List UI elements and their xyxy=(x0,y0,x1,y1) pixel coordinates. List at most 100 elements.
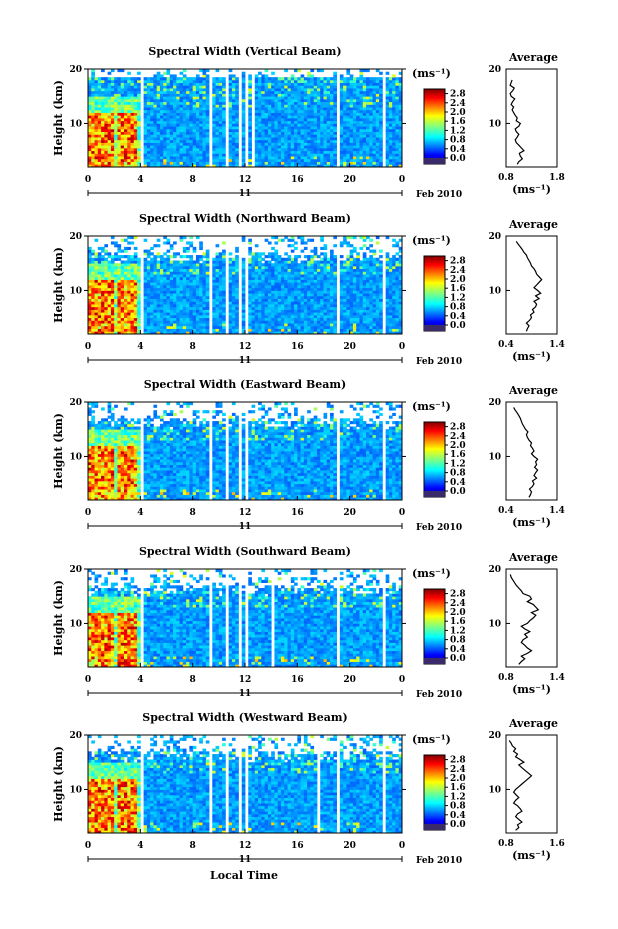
heatmap-cell xyxy=(284,128,288,133)
heatmap-cell xyxy=(137,314,141,319)
heatmap-cell xyxy=(300,82,305,86)
heatmap-cell xyxy=(320,115,324,119)
heatmap-cell xyxy=(222,128,226,133)
heatmap-cell xyxy=(199,101,203,105)
heatmap-cell xyxy=(97,301,102,305)
heatmap-cell xyxy=(117,88,122,92)
heatmap-cell xyxy=(169,287,174,291)
heatmap-cell xyxy=(199,257,203,261)
heatmap-cell xyxy=(104,139,109,143)
heatmap-cell xyxy=(163,331,167,335)
heatmap-cell xyxy=(339,120,344,124)
heatmap-cell xyxy=(127,257,131,261)
heatmap-cell xyxy=(297,282,301,286)
heatmap-cell xyxy=(287,145,292,149)
heatmap-cell xyxy=(192,290,197,294)
heatmap-cell xyxy=(235,90,239,94)
heatmap-cell xyxy=(130,128,135,133)
heatmap-cell xyxy=(261,126,266,130)
heatmap-cell xyxy=(343,112,347,116)
heatmap-cell xyxy=(159,306,164,310)
heatmap-cell xyxy=(215,287,220,291)
heatmap-cell xyxy=(130,236,135,240)
heatmap-cell xyxy=(392,142,396,146)
heatmap-cell xyxy=(271,314,275,319)
heatmap-cell xyxy=(150,271,154,275)
heatmap-cell xyxy=(398,123,403,127)
heatmap-cell xyxy=(163,263,167,267)
heatmap-cell xyxy=(388,158,393,162)
heatmap-cell xyxy=(271,317,275,321)
heatmap-cell xyxy=(241,325,246,329)
heatmap-cell xyxy=(280,126,285,130)
heatmap-cell xyxy=(330,156,334,160)
heatmap-cell xyxy=(205,260,210,264)
heatmap-cell xyxy=(264,147,269,152)
heatmap-cell xyxy=(176,137,180,141)
heatmap-cell xyxy=(280,304,285,308)
heatmap-cell xyxy=(352,126,357,130)
heatmap-cell xyxy=(398,88,403,92)
heatmap-cell xyxy=(254,257,259,261)
heatmap-cell xyxy=(379,131,383,135)
heatmap-cell xyxy=(127,128,131,133)
heatmap-cell xyxy=(107,93,112,97)
heatmap-cell xyxy=(189,142,194,146)
heatmap-cell xyxy=(189,331,194,335)
heatmap-cell xyxy=(313,323,318,327)
heatmap-cell xyxy=(274,115,279,119)
heatmap-cell xyxy=(280,328,285,332)
heatmap-cell xyxy=(290,287,295,291)
heatmap-cell xyxy=(101,131,105,135)
heatmap-cell xyxy=(277,128,282,133)
heatmap-cell xyxy=(107,85,112,89)
heatmap-cell xyxy=(195,260,200,264)
heatmap-cell xyxy=(362,85,367,89)
heatmap-cell xyxy=(156,320,161,324)
heatmap-cell xyxy=(300,331,305,335)
heatmap-cell xyxy=(192,306,197,310)
heatmap-cell xyxy=(294,85,298,89)
heatmap-cell xyxy=(123,118,128,122)
heatmap-cell xyxy=(356,147,360,152)
heatmap-cell xyxy=(320,118,324,122)
heatmap-cell xyxy=(110,274,115,278)
heatmap-cell xyxy=(297,263,301,267)
heatmap-cell xyxy=(173,123,177,127)
heatmap-cell xyxy=(294,109,298,113)
heatmap-cell xyxy=(202,271,207,275)
heatmap-cell xyxy=(133,287,138,291)
heatmap-cell xyxy=(235,150,239,154)
heatmap-cell xyxy=(398,156,403,160)
heatmap-cell xyxy=(271,304,275,308)
heatmap-cell xyxy=(398,101,403,105)
heatmap-cell xyxy=(94,268,99,272)
heatmap-cell xyxy=(287,293,292,297)
heatmap-cell xyxy=(228,112,233,116)
heatmap-cell xyxy=(104,274,109,278)
heatmap-cell xyxy=(271,257,275,261)
heatmap-cell xyxy=(222,252,226,256)
heatmap-cell xyxy=(277,309,282,313)
heatmap-cell xyxy=(150,142,154,146)
heatmap-cell xyxy=(91,274,95,278)
heatmap-cell xyxy=(346,164,351,168)
heatmap-cell xyxy=(235,77,239,81)
heatmap-cell xyxy=(231,276,236,280)
heatmap-cell xyxy=(169,134,174,138)
heatmap-cell xyxy=(284,325,288,329)
heatmap-cell xyxy=(294,104,298,108)
heatmap-cell xyxy=(117,312,122,316)
heatmap-cell xyxy=(101,287,105,291)
heatmap-cell xyxy=(176,85,180,89)
heatmap-cell xyxy=(212,158,216,162)
heatmap-cell xyxy=(88,145,92,149)
heatmap-cell xyxy=(189,101,194,105)
heatmap-cell xyxy=(352,85,357,89)
heatmap-cell xyxy=(176,287,180,291)
heatmap-cell xyxy=(294,265,298,270)
heatmap-cell xyxy=(212,290,216,294)
heatmap-cell xyxy=(133,236,138,240)
heatmap-cell xyxy=(130,118,135,122)
heatmap-cell xyxy=(395,161,400,165)
